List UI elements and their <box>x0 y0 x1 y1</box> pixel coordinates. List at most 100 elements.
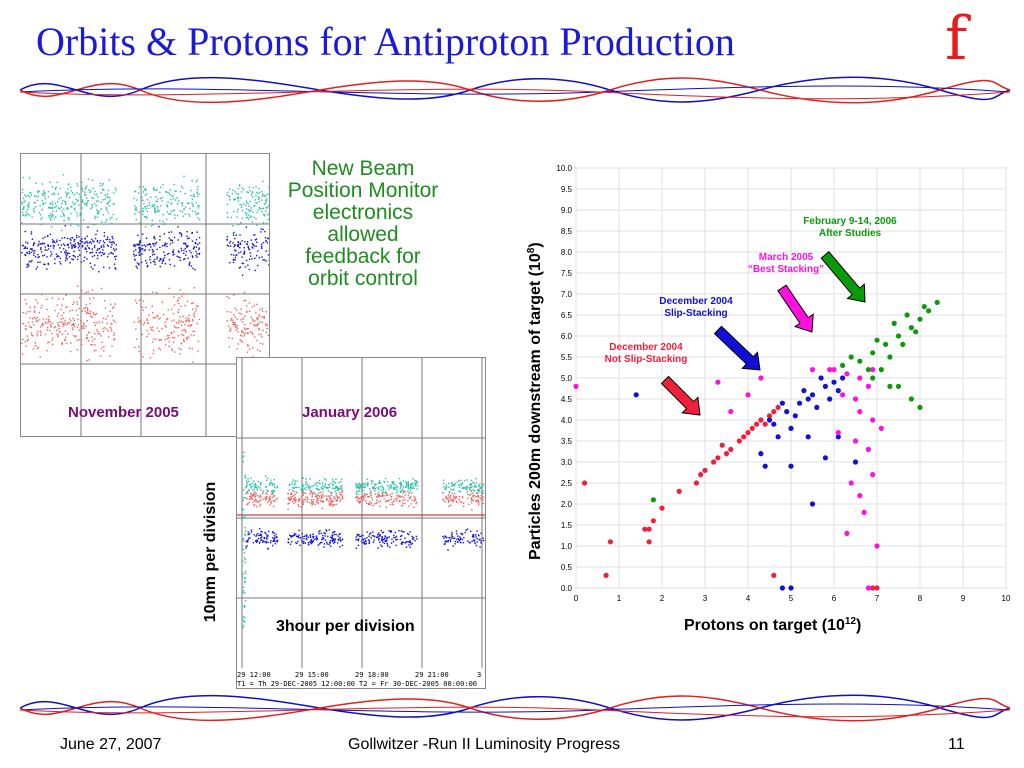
x-axis-title: Protons on target (1012) <box>684 616 861 634</box>
data-point <box>878 367 884 373</box>
jan-tick-5: 3 <box>477 671 482 679</box>
data-point <box>870 350 876 356</box>
note-line: electronics <box>312 201 414 224</box>
jan-tick-1: 29 12:00 <box>237 671 271 679</box>
annotation-arrow <box>713 325 761 371</box>
data-point <box>801 388 807 394</box>
data-point <box>745 392 751 398</box>
data-point <box>844 530 850 536</box>
series-points <box>650 299 940 503</box>
page-number: 11 <box>948 736 965 753</box>
data-point <box>857 375 863 381</box>
jan-tick-3: 29 18:00 <box>355 671 389 679</box>
data-point <box>926 308 932 314</box>
scatter-points <box>573 299 940 591</box>
beam-orbit-decoration-top <box>19 76 1011 104</box>
x-tick-labels: 0 1 2 3 4 5 6 7 8 9 10 <box>574 594 1011 603</box>
data-point <box>711 459 717 465</box>
data-point <box>788 585 794 591</box>
x-unit-label: 3hour per division <box>276 618 415 635</box>
x-tick-label: 2 <box>660 594 665 603</box>
data-point <box>831 379 837 385</box>
y-unit-label: 10mm per division <box>200 462 224 642</box>
data-point <box>865 585 871 591</box>
data-point <box>852 396 859 402</box>
data-point <box>792 413 798 419</box>
y-tick-label: 9.5 <box>561 185 573 194</box>
november-orbit-plot <box>21 154 271 436</box>
data-point <box>788 425 794 431</box>
x-tick-label: 3 <box>703 594 708 603</box>
data-point <box>861 509 867 515</box>
data-point <box>908 325 914 331</box>
data-point <box>844 371 850 377</box>
y-axis-title-sup: 8 <box>526 247 537 253</box>
annotation-arrow <box>660 375 701 416</box>
footer-date: June 27, 2007 <box>60 736 162 753</box>
data-point <box>642 526 648 532</box>
y-tick-label: 5.0 <box>561 374 573 383</box>
annotation-label: “Best Stacking” <box>748 264 824 275</box>
data-point <box>934 299 940 305</box>
data-point <box>904 312 910 318</box>
data-point <box>650 497 656 503</box>
y-unit-text: 10mm per division <box>202 481 219 623</box>
y-tick-label: 8.0 <box>561 248 573 257</box>
y-tick-label: 2.0 <box>561 500 573 509</box>
annotation-label: December 2004 <box>609 342 683 353</box>
y-tick-label: 3.0 <box>561 458 573 467</box>
data-point <box>779 585 785 591</box>
data-point <box>887 354 893 360</box>
jan-tick-4: 29 21:00 <box>415 671 449 679</box>
beam-orbit-decoration-bottom <box>19 694 1011 722</box>
y-tick-labels: 0.0 0.5 1.0 1.5 2.0 2.5 3.0 3.5 4.0 4.5 5.0 5.5 6.0 6… <box>556 164 572 593</box>
data-point <box>715 455 721 461</box>
data-point <box>805 396 811 402</box>
data-point <box>891 320 897 326</box>
data-point <box>848 480 854 486</box>
y-tick-label: 0.5 <box>561 563 573 572</box>
data-point <box>719 442 725 448</box>
data-point <box>840 362 846 368</box>
data-point <box>779 400 785 406</box>
note-line: orbit control <box>308 267 418 290</box>
data-point <box>827 367 833 373</box>
data-point <box>835 434 841 440</box>
annotation-label: December 2004 <box>659 296 733 307</box>
data-point <box>900 341 906 347</box>
y-tick-label: 7.5 <box>561 269 573 278</box>
data-point <box>582 480 588 486</box>
data-point <box>831 367 837 373</box>
x-tick-label: 10 <box>1002 594 1011 603</box>
series-points <box>633 375 859 591</box>
data-point <box>840 375 846 381</box>
data-point <box>771 572 777 578</box>
data-point <box>603 572 609 578</box>
annotation-label: March 2005 <box>759 252 814 263</box>
data-point <box>809 392 816 398</box>
data-point <box>646 526 652 532</box>
data-point <box>895 333 902 339</box>
data-point <box>887 383 893 389</box>
data-point <box>814 404 820 410</box>
data-point <box>749 425 755 431</box>
annotation-label: After Studies <box>819 228 882 239</box>
data-point <box>827 396 833 402</box>
y-tick-label: 1.0 <box>561 542 573 551</box>
annotation-arrow <box>777 284 814 333</box>
y-axis-title: Particles 200m downstream of target (108… <box>526 242 544 560</box>
slide-title: Orbits & Protons for Antiproton Producti… <box>36 19 735 64</box>
data-point <box>646 539 652 545</box>
data-point <box>676 488 682 494</box>
data-point <box>659 505 665 511</box>
data-point <box>788 463 794 469</box>
footer-title: Gollwitzer -Run II Luminosity Progress <box>348 736 621 753</box>
data-point <box>771 409 777 415</box>
data-point <box>874 543 880 549</box>
data-point <box>874 337 880 343</box>
data-point <box>736 438 742 444</box>
data-point <box>741 434 747 440</box>
y-axis-title-main: Particles 200m downstream of target (10 <box>527 253 544 560</box>
data-point <box>762 463 768 469</box>
